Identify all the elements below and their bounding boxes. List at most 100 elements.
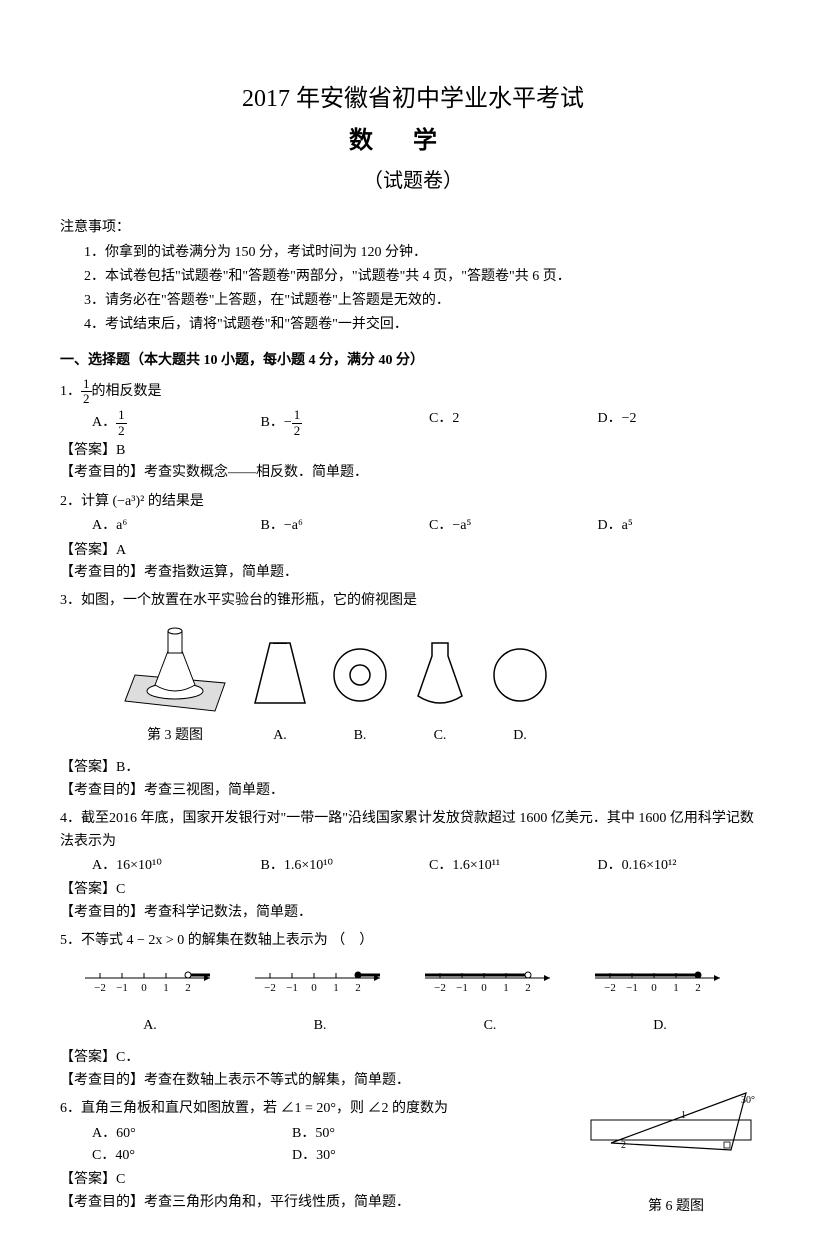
circle-icon (490, 638, 550, 713)
q1-stem-pre: 1． (60, 384, 81, 399)
q3-purpose: 【考查目的】考查三视图，简单题． (60, 780, 766, 802)
option-label: D. (590, 1015, 730, 1037)
svg-text:2: 2 (185, 982, 191, 994)
q1-purpose: 【考查目的】考查实数概念——相反数．简单题． (60, 462, 766, 484)
option-b: B．50° (292, 1123, 492, 1145)
q3-figures: 第 3 题图 A. B. C. D. (60, 623, 766, 748)
q1-answer: 【答案】B (60, 440, 766, 462)
option-label: C. (410, 725, 470, 747)
option-c: C．40° (92, 1145, 292, 1167)
svg-text:−1: −1 (116, 982, 128, 994)
q4-purpose: 【考查目的】考查科学记数法，简单题． (60, 902, 766, 924)
svg-text:−2: −2 (604, 982, 616, 994)
option-a: A．a⁶ (92, 515, 261, 537)
option-d: D．−2 (598, 408, 767, 438)
q3-option-a-figure: A. (250, 638, 310, 748)
angle-30-label: 30° (741, 1095, 755, 1106)
option-label: A. (250, 725, 310, 747)
numline-d: −2 −1 0 1 2 D. (590, 963, 730, 1038)
q1-options: A．12 B．−12 C．2 D．−2 (60, 408, 766, 438)
svg-text:1: 1 (333, 982, 339, 994)
svg-text:−1: −1 (456, 982, 468, 994)
numberline-icon: −2 −1 0 1 2 (420, 963, 560, 1003)
q5-answer: 【答案】C． (60, 1047, 766, 1069)
flask-shape-icon (410, 638, 470, 713)
q3-main-figure: 第 3 题图 (120, 623, 230, 748)
notice-item: 3．请务必在"答题卷"上答题，在"试题卷"上答题是无效的． (60, 289, 766, 313)
notice-item: 4．考试结束后，请将"试题卷"和"答题卷"一并交回． (60, 313, 766, 337)
option-b: B．−a⁶ (261, 515, 430, 537)
question-3: 3．如图，一个放置在水平实验台的锥形瓶，它的俯视图是 (60, 590, 766, 612)
option-label: A. (80, 1015, 220, 1037)
q3-answer: 【答案】B． (60, 757, 766, 779)
angle-1-label: 1 (681, 1110, 686, 1121)
q3-option-d-figure: D. (490, 638, 550, 748)
notice-header: 注意事项： (60, 217, 766, 239)
svg-text:0: 0 (311, 982, 317, 994)
question-5: 5．不等式 4 − 2x > 0 的解集在数轴上表示为 （ ） (60, 930, 766, 952)
q4-options: A．16×10¹⁰ B．1.6×10¹⁰ C．1.6×10¹¹ D．0.16×1… (60, 855, 766, 877)
question-4: 4．截至2016 年底，国家开发银行对"一带一路"沿线国家累计发放贷款超过 16… (60, 808, 766, 853)
angle-2-label: 2 (621, 1140, 626, 1151)
svg-text:−2: −2 (264, 982, 276, 994)
svg-text:−2: −2 (434, 982, 446, 994)
concentric-circles-icon (330, 638, 390, 713)
option-d: D．30° (292, 1145, 492, 1167)
option-c: C．2 (429, 408, 598, 438)
svg-text:0: 0 (141, 982, 147, 994)
option-c: C．1.6×10¹¹ (429, 855, 598, 877)
fraction: 12 (292, 408, 303, 438)
numline-b: −2 −1 0 1 2 B. (250, 963, 390, 1038)
svg-text:2: 2 (525, 982, 531, 994)
section-header: 一、选择题（本大题共 10 小题，每小题 4 分，满分 40 分） (60, 350, 766, 372)
q4-answer: 【答案】C (60, 879, 766, 901)
svg-text:−1: −1 (626, 982, 638, 994)
q6-diagram: 30° 1 2 第 6 题图 (586, 1088, 766, 1218)
numberline-icon: −2 −1 0 1 2 (250, 963, 390, 1003)
main-title: 2017 年安徽省初中学业水平考试 (60, 80, 766, 118)
svg-text:−1: −1 (286, 982, 298, 994)
option-a: A．60° (92, 1123, 292, 1145)
numline-c: −2 −1 0 1 2 C. (420, 963, 560, 1038)
figure-label: 第 6 题图 (586, 1196, 766, 1218)
numberline-icon: −2 −1 0 1 2 (590, 963, 730, 1003)
option-a: A．16×10¹⁰ (92, 855, 261, 877)
svg-text:0: 0 (651, 982, 657, 994)
numberline-icon: −2 −1 0 1 2 (80, 963, 220, 1003)
subject-title: 数学 (60, 122, 766, 160)
svg-text:2: 2 (355, 982, 361, 994)
fraction: 12 (81, 377, 92, 407)
q5-numlines: −2 −1 0 1 2 A. −2 −1 0 1 2 B. (60, 963, 766, 1038)
numline-a: −2 −1 0 1 2 A. (80, 963, 220, 1038)
option-label: B. (250, 1015, 390, 1037)
q2-answer: 【答案】A (60, 540, 766, 562)
option-b: B．1.6×10¹⁰ (261, 855, 430, 877)
svg-text:1: 1 (163, 982, 169, 994)
option-c: C．−a⁵ (429, 515, 598, 537)
question-6-wrapper: 6．直角三角板和直尺如图放置，若 ∠1 = 20°，则 ∠2 的度数为 A．60… (60, 1098, 766, 1214)
q3-option-b-figure: B. (330, 638, 390, 748)
figure-label: 第 3 题图 (120, 725, 230, 747)
question-1: 1．12的相反数是 (60, 377, 766, 407)
option-label: B. (330, 725, 390, 747)
option-label: D. (490, 725, 550, 747)
svg-text:1: 1 (503, 982, 509, 994)
trapezoid-icon (250, 638, 310, 713)
option-d: D．a⁵ (598, 515, 767, 537)
q2-options: A．a⁶ B．−a⁶ C．−a⁵ D．a⁵ (60, 515, 766, 537)
option-d: D．0.16×10¹² (598, 855, 767, 877)
notice-item: 2．本试卷包括"试题卷"和"答题卷"两部分，"试题卷"共 4 页，"答题卷"共 … (60, 265, 766, 289)
svg-text:1: 1 (673, 982, 679, 994)
option-a: A．12 (92, 408, 261, 438)
question-2: 2．计算 (−a³)² 的结果是 (60, 491, 766, 513)
option-label: C. (420, 1015, 560, 1037)
svg-text:−2: −2 (94, 982, 106, 994)
notice-item: 1．你拿到的试卷满分为 150 分，考试时间为 120 分钟． (60, 241, 766, 265)
flask-on-table-icon (120, 623, 230, 713)
q3-option-c-figure: C. (410, 638, 470, 748)
fraction: 12 (116, 408, 127, 438)
svg-text:0: 0 (481, 982, 487, 994)
q2-purpose: 【考查目的】考查指数运算，简单题． (60, 562, 766, 584)
option-b: B．−12 (261, 408, 430, 438)
svg-text:2: 2 (695, 982, 701, 994)
